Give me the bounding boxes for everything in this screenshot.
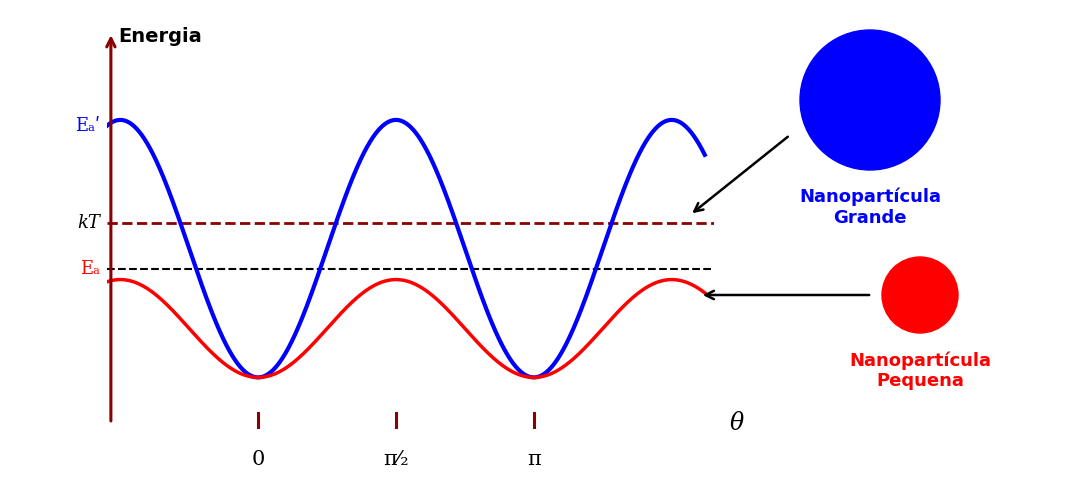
Text: Energia: Energia xyxy=(118,27,201,46)
Text: π⁄₂: π⁄₂ xyxy=(383,450,409,468)
Text: 0: 0 xyxy=(251,450,265,468)
Text: Eₐ: Eₐ xyxy=(80,260,100,278)
Text: Nanopartícula
Pequena: Nanopartícula Pequena xyxy=(849,351,992,390)
Ellipse shape xyxy=(882,257,958,333)
Text: kT: kT xyxy=(78,214,100,232)
Text: π: π xyxy=(527,450,541,468)
Text: Eₐʹ: Eₐʹ xyxy=(76,117,100,135)
Text: Nanopartícula
Grande: Nanopartícula Grande xyxy=(799,188,941,227)
Text: θ: θ xyxy=(730,412,743,435)
Ellipse shape xyxy=(800,30,940,170)
